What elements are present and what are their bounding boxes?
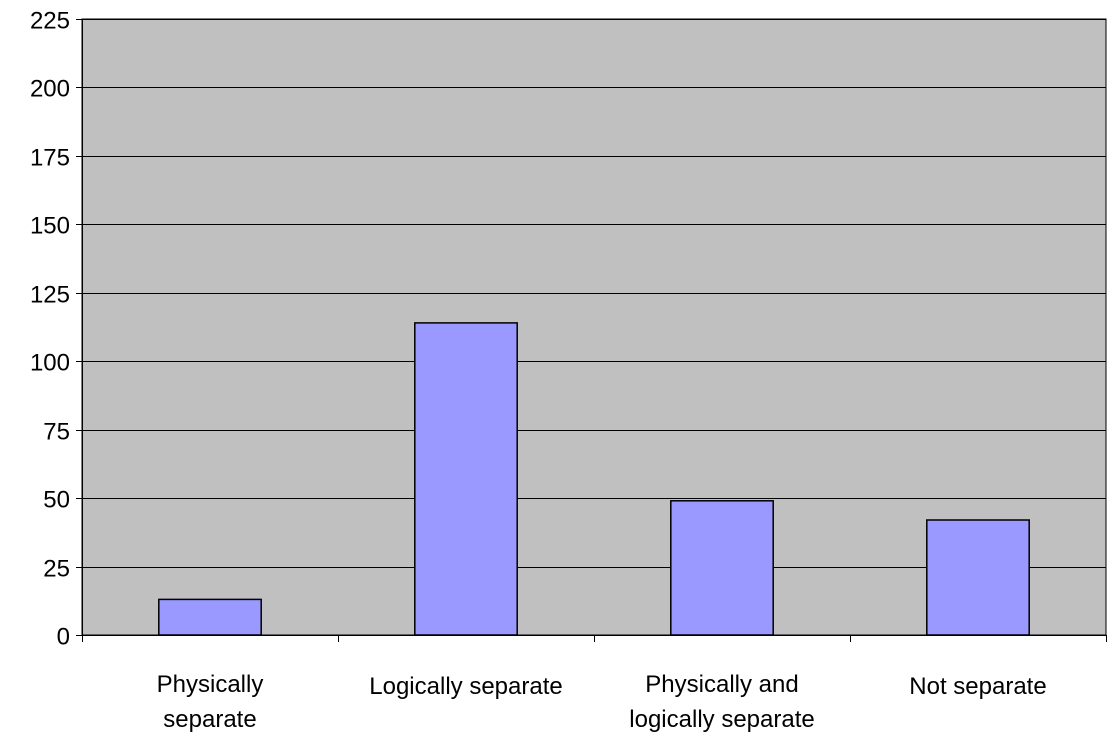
y-tick-label: 75 bbox=[43, 419, 70, 446]
y-tick-label: 0 bbox=[57, 624, 70, 651]
y-tick-label: 50 bbox=[43, 487, 70, 514]
bar-3 bbox=[670, 500, 774, 636]
x-category-labels: Physically separate Logically separate Phys… bbox=[157, 671, 1047, 733]
y-tick-label: 25 bbox=[43, 556, 70, 583]
bars bbox=[158, 322, 1030, 636]
bar-1 bbox=[158, 598, 262, 636]
x-category-label: Logically separate bbox=[369, 673, 562, 700]
x-category-label: logically separate bbox=[629, 706, 814, 733]
gridlines bbox=[76, 19, 1106, 636]
y-tick-label: 150 bbox=[30, 213, 70, 240]
y-tick-label: 100 bbox=[30, 350, 70, 377]
y-tick-labels: 0 25 50 75 100 125 150 175 200 225 bbox=[30, 8, 70, 651]
y-tick-label: 200 bbox=[30, 76, 70, 103]
x-category-label: Physically and bbox=[645, 671, 798, 698]
y-tick-label: 175 bbox=[30, 145, 70, 172]
y-tick-label: 225 bbox=[30, 8, 70, 35]
x-category-label: separate bbox=[163, 706, 256, 733]
y-tick-label: 125 bbox=[30, 282, 70, 309]
x-category-label: Physically bbox=[157, 671, 264, 698]
x-category-label: Not separate bbox=[909, 673, 1046, 700]
bar-4 bbox=[926, 519, 1030, 636]
bar-2 bbox=[414, 322, 518, 636]
axes bbox=[82, 19, 1107, 642]
